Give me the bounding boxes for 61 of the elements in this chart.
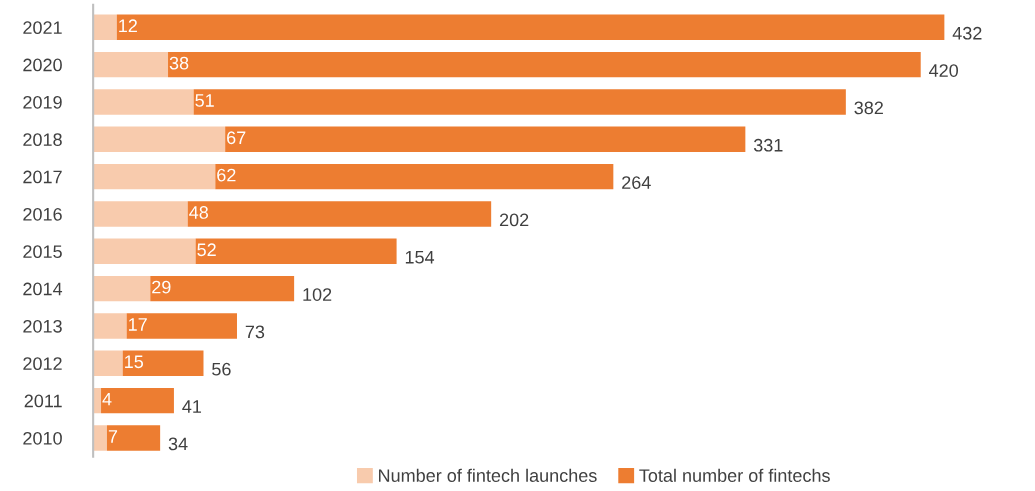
bar	[195, 238, 397, 264]
bar	[93, 126, 226, 152]
bar	[93, 51, 169, 78]
y-tick-label: 2015	[23, 245, 62, 259]
y-tick-label: 2019	[23, 95, 62, 109]
bar	[215, 163, 614, 190]
y-tick-label: 2017	[23, 170, 62, 184]
bar	[126, 313, 237, 339]
bar	[187, 201, 492, 227]
bar	[93, 350, 123, 376]
total-label: 41	[182, 400, 202, 413]
total-label: 432	[952, 26, 982, 40]
total-label: 420	[929, 64, 959, 77]
data-label: 4	[102, 392, 112, 406]
bar	[93, 201, 188, 227]
bar	[150, 275, 295, 302]
total-label: 73	[245, 325, 265, 339]
y-tick-label: 2014	[23, 282, 63, 296]
bar	[106, 425, 161, 451]
bar	[93, 238, 196, 264]
bar	[168, 51, 921, 78]
bar	[225, 126, 746, 152]
data-label: 51	[195, 94, 214, 107]
total-label: 34	[168, 437, 188, 451]
y-tick-label: 2021	[23, 21, 62, 35]
y-tick-label: 2012	[23, 357, 62, 371]
bar	[193, 89, 846, 115]
bar	[122, 350, 204, 376]
data-label: 52	[197, 243, 216, 257]
total-label: 382	[854, 101, 883, 115]
y-tick-label: 2020	[23, 58, 62, 72]
y-tick-label: 2010	[23, 431, 62, 445]
bar	[93, 275, 151, 302]
total-label: 56	[212, 362, 231, 376]
data-label: 67	[227, 131, 246, 145]
bar	[93, 163, 216, 190]
data-label: 15	[125, 355, 144, 369]
total-label: 202	[499, 213, 529, 227]
data-label: 17	[129, 318, 147, 331]
y-tick-label: 2018	[23, 133, 62, 147]
data-label: 29	[152, 280, 171, 294]
bar	[93, 425, 107, 451]
bar	[101, 387, 174, 414]
total-label: 331	[753, 138, 783, 152]
data-label: 12	[119, 19, 137, 32]
legend-label: Total number of fintechs	[639, 468, 830, 482]
bar	[93, 313, 127, 339]
bar	[93, 89, 194, 115]
data-label: 38	[169, 56, 189, 70]
total-label: 264	[622, 176, 651, 189]
total-label: 102	[303, 288, 332, 301]
legend-label: Number of fintech launches	[379, 468, 597, 482]
data-label: 48	[189, 206, 209, 219]
data-label: 7	[108, 430, 118, 443]
total-label: 154	[405, 251, 435, 264]
y-tick-label: 2013	[23, 319, 62, 333]
y-tick-label: 2011	[24, 394, 62, 408]
data-label: 62	[217, 168, 236, 182]
y-tick-label: 2016	[23, 207, 62, 221]
bar	[93, 14, 117, 40]
bar	[116, 14, 945, 40]
